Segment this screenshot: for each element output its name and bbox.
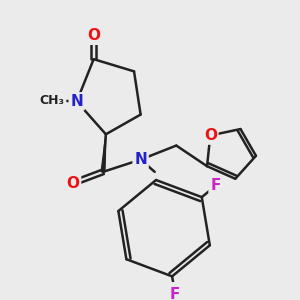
Text: O: O — [204, 128, 217, 143]
Text: O: O — [87, 28, 100, 43]
Text: F: F — [170, 287, 180, 300]
Text: N: N — [134, 152, 147, 167]
Text: F: F — [210, 178, 220, 193]
Text: N: N — [70, 94, 83, 109]
Text: O: O — [67, 176, 80, 190]
Polygon shape — [101, 134, 106, 172]
Text: CH₃: CH₃ — [40, 94, 65, 107]
